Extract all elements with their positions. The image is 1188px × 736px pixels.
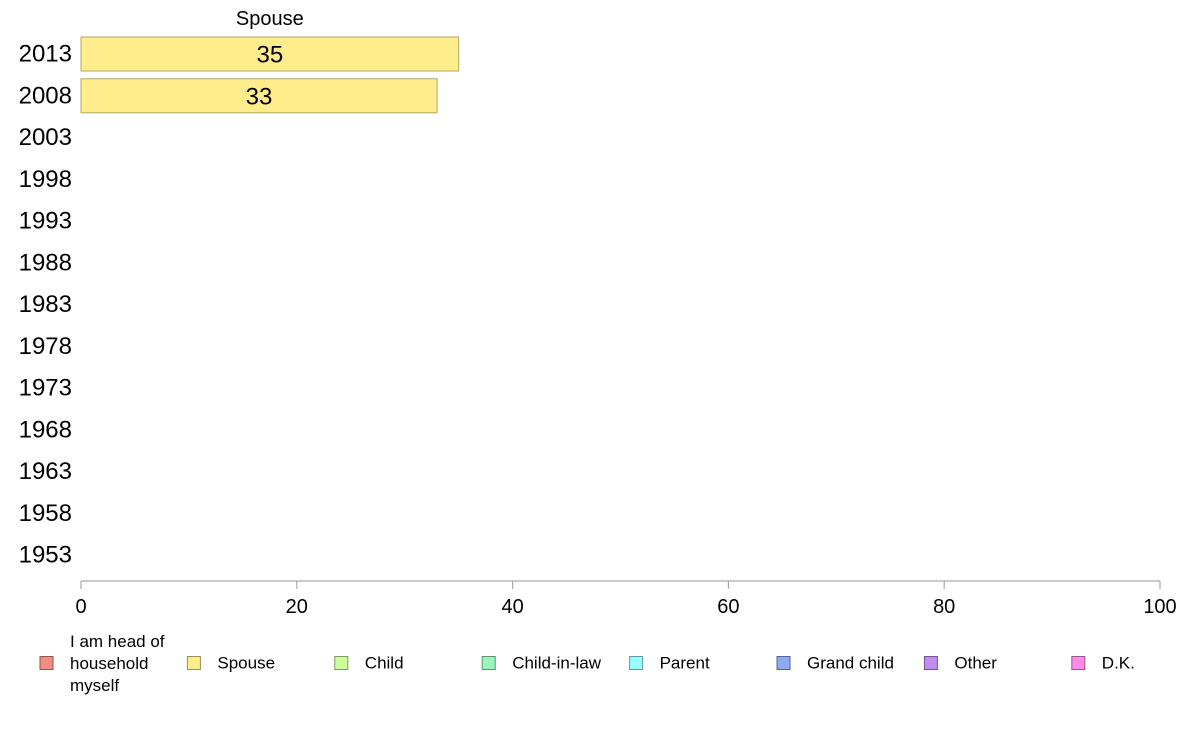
year-label-2008: 2008 [19, 82, 72, 109]
legend: I am head of household myself Spouse Child Ch… [39, 632, 1135, 695]
legend-label-child-in-law: Child-in-law [512, 654, 602, 673]
data-label-spouse-2008: 33 [246, 83, 273, 110]
legend-label-i-am-head-of-household-myself: I am head of household myself [70, 632, 165, 695]
year-label-1968: 1968 [19, 416, 72, 443]
x-axis: 0 20 40 60 80 100 [75, 580, 1177, 618]
legend-swatch-i-am-head-of-household-myself [39, 656, 54, 670]
legend-label-other: Other [954, 654, 997, 673]
x-tick-label-100: 100 [1143, 596, 1176, 618]
year-label-1958: 1958 [19, 500, 72, 527]
legend-label-spouse: Spouse [217, 654, 275, 673]
year-label-2013: 2013 [19, 41, 72, 68]
year-label-1983: 1983 [19, 291, 72, 318]
x-tick-label-60: 60 [717, 596, 739, 618]
legend-swatch-parent [629, 656, 644, 670]
year-label-1998: 1998 [19, 166, 72, 193]
legend-swatch-d-k [1071, 656, 1086, 670]
bar-spouse-2013 [80, 36, 460, 72]
x-tick-label-0: 0 [75, 596, 86, 618]
segment-header-spouse: Spouse [236, 8, 304, 30]
legend-swatch-spouse [186, 656, 201, 670]
legend-label-parent: Parent [660, 654, 710, 673]
year-label-1993: 1993 [19, 208, 72, 235]
y-axis-labels: 2013 2008 2003 1998 1993 1988 1983 1978 1973 1968… [19, 41, 72, 569]
data-label-spouse-2013: 35 [256, 42, 283, 69]
legend-label-child: Child [365, 654, 404, 673]
legend-label-d-k: D.K. [1102, 654, 1135, 673]
legend-swatch-grand-child [776, 656, 791, 670]
year-label-1963: 1963 [19, 458, 72, 485]
year-label-1978: 1978 [19, 333, 72, 360]
x-tick-label-20: 20 [286, 596, 308, 618]
year-label-1953: 1953 [19, 542, 72, 569]
year-label-1973: 1973 [19, 375, 72, 402]
bar-spouse-2008 [80, 78, 438, 114]
year-label-2003: 2003 [19, 124, 72, 151]
data-labels-layer: 35 33 Spouse [236, 8, 304, 110]
year-label-1988: 1988 [19, 249, 72, 276]
bars-layer [80, 36, 460, 114]
legend-label-grand-child: Grand child [807, 654, 894, 673]
x-tick-label-40: 40 [501, 596, 523, 618]
legend-swatch-child-in-law [481, 656, 496, 670]
x-tick-label-80: 80 [933, 596, 955, 618]
legend-swatch-other [923, 656, 938, 670]
legend-swatch-child [334, 656, 349, 670]
